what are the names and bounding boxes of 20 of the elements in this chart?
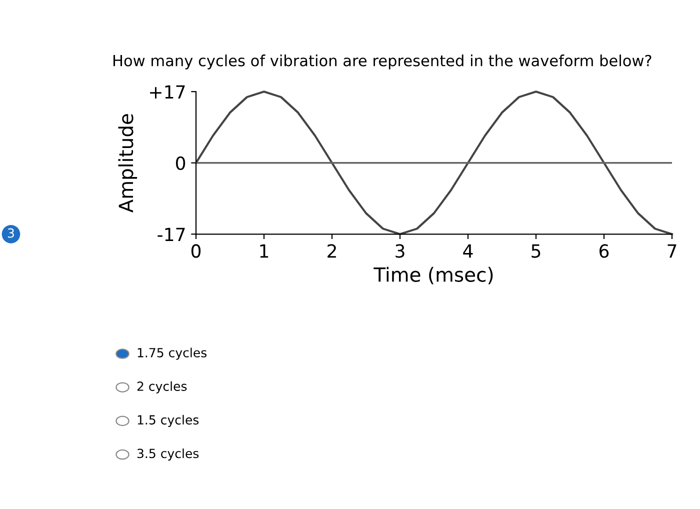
y-axis-title: Amplitude	[118, 114, 138, 213]
x-tick-label: 1	[260, 244, 268, 258]
x-tick-label: 3	[396, 244, 404, 258]
y-tick-label: +17	[150, 85, 185, 98]
text: 2 cycles	[137, 381, 187, 394]
x-tick-label: 7	[668, 244, 676, 258]
text: 1.5 cycles	[138, 414, 199, 427]
x-tick-label: 4	[463, 244, 473, 258]
x-tick-label: 6	[600, 244, 609, 258]
x-tick-label: 5	[532, 244, 540, 258]
x-tick-label: 2	[328, 244, 336, 258]
text: 3	[8, 228, 14, 238]
chart-title: How many cycles of vibration are represented in the waveform below?	[114, 54, 652, 70]
line-series	[194, 90, 674, 236]
text: 1.75 cycles	[138, 348, 207, 360]
y-tick-label: -17	[158, 228, 185, 241]
x-axis-title: Time (msec)	[374, 266, 493, 284]
y-tick-label: 0	[176, 156, 186, 170]
text: 3.5 cycles	[137, 448, 199, 461]
x-tick-label: 0	[191, 244, 201, 258]
